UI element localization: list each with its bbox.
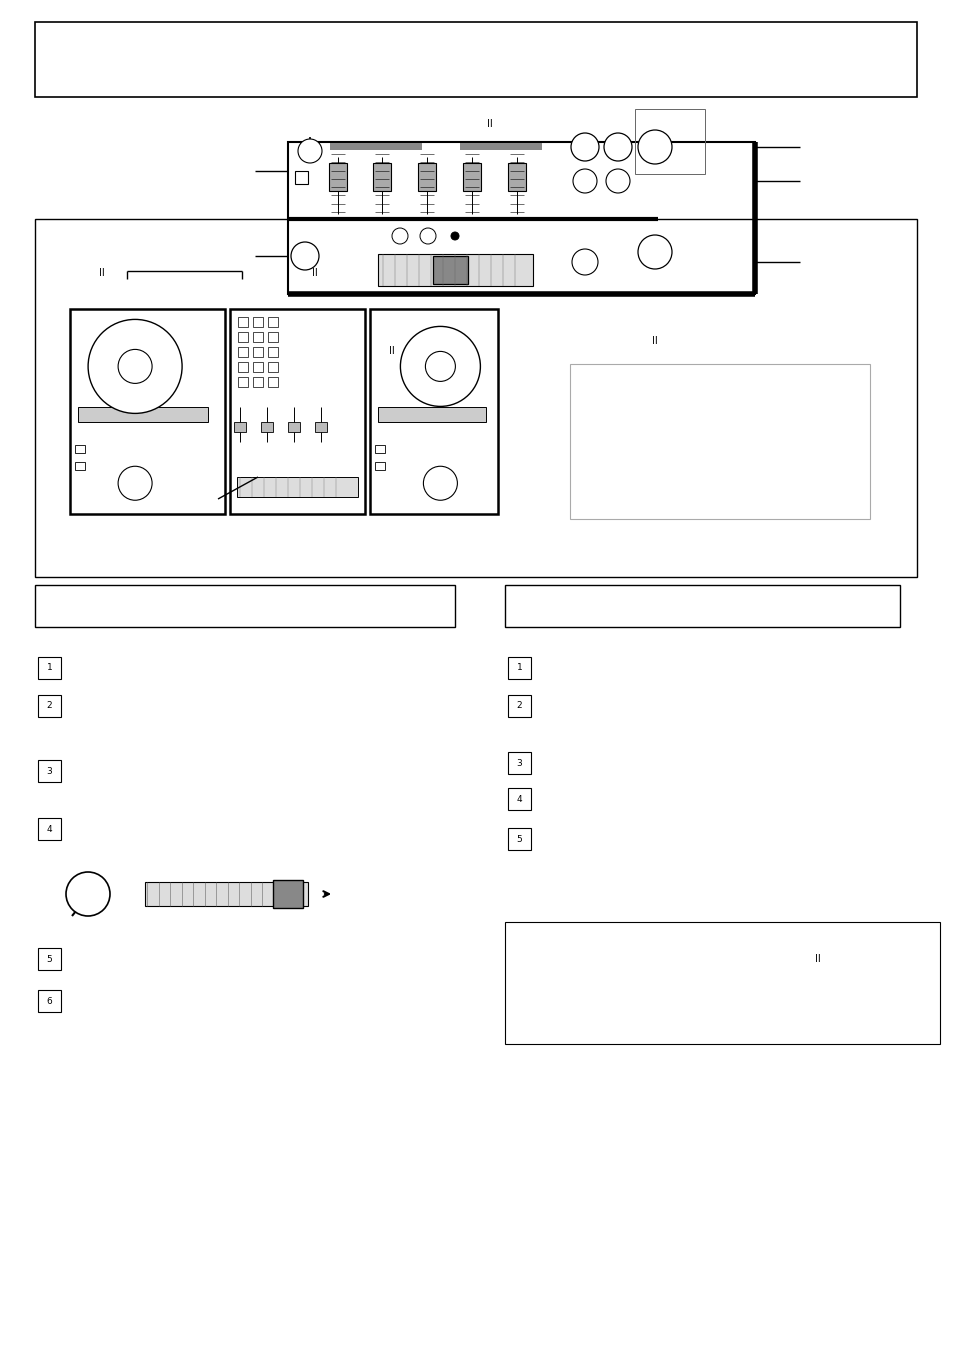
- Circle shape: [571, 134, 598, 161]
- Bar: [370, 309, 497, 514]
- Bar: [459, 143, 541, 150]
- Text: 5: 5: [517, 835, 522, 843]
- Bar: [507, 695, 531, 718]
- Bar: [233, 422, 246, 432]
- Text: 1: 1: [47, 664, 52, 673]
- Circle shape: [451, 232, 458, 240]
- Bar: [38, 817, 61, 840]
- Bar: [329, 163, 347, 192]
- Bar: [38, 657, 61, 679]
- Bar: [288, 422, 299, 432]
- Text: 4: 4: [517, 795, 521, 804]
- Bar: [253, 332, 263, 343]
- Bar: [236, 478, 357, 496]
- Circle shape: [638, 130, 671, 165]
- Text: II: II: [487, 119, 493, 130]
- Bar: [462, 163, 480, 192]
- Circle shape: [291, 241, 318, 270]
- Circle shape: [572, 250, 598, 275]
- Bar: [253, 376, 263, 387]
- Text: II: II: [389, 345, 395, 356]
- Bar: [294, 171, 308, 183]
- Text: 3: 3: [517, 758, 522, 768]
- Bar: [35, 585, 455, 627]
- Bar: [433, 256, 468, 285]
- Bar: [377, 254, 533, 286]
- Circle shape: [419, 228, 436, 244]
- Bar: [507, 657, 531, 679]
- Text: 6: 6: [47, 997, 52, 1005]
- Text: II: II: [312, 268, 317, 278]
- Text: 2: 2: [47, 701, 52, 711]
- Bar: [507, 163, 525, 192]
- Text: II: II: [652, 336, 658, 345]
- Bar: [253, 317, 263, 326]
- Bar: [417, 163, 436, 192]
- Text: 2: 2: [517, 701, 521, 711]
- Bar: [504, 585, 899, 627]
- Bar: [38, 695, 61, 718]
- Bar: [75, 445, 85, 452]
- Text: 5: 5: [47, 955, 52, 963]
- Bar: [70, 309, 225, 514]
- Bar: [268, 317, 277, 326]
- Bar: [288, 142, 754, 294]
- Bar: [504, 921, 939, 1044]
- Circle shape: [118, 467, 152, 500]
- Text: 1: 1: [517, 664, 522, 673]
- Bar: [237, 347, 248, 357]
- Bar: [373, 163, 391, 192]
- Bar: [38, 990, 61, 1012]
- Circle shape: [400, 326, 480, 406]
- Bar: [38, 948, 61, 970]
- Bar: [375, 445, 385, 452]
- Bar: [237, 362, 248, 372]
- Text: II: II: [99, 268, 105, 278]
- Circle shape: [605, 169, 629, 193]
- Bar: [253, 347, 263, 357]
- Circle shape: [118, 349, 152, 383]
- Bar: [273, 880, 303, 908]
- Bar: [78, 407, 208, 422]
- Bar: [268, 376, 277, 387]
- Bar: [35, 22, 916, 97]
- Circle shape: [88, 320, 182, 413]
- Circle shape: [66, 871, 110, 916]
- Bar: [268, 332, 277, 343]
- Bar: [237, 332, 248, 343]
- Bar: [268, 362, 277, 372]
- Circle shape: [423, 467, 456, 500]
- Text: 3: 3: [47, 766, 52, 776]
- Bar: [507, 788, 531, 809]
- Text: 4: 4: [47, 824, 52, 834]
- Circle shape: [573, 169, 597, 193]
- Bar: [268, 347, 277, 357]
- Bar: [375, 461, 385, 469]
- Bar: [253, 362, 263, 372]
- Bar: [237, 317, 248, 326]
- Circle shape: [638, 235, 671, 268]
- Bar: [38, 759, 61, 782]
- Bar: [507, 751, 531, 774]
- Text: II: II: [815, 954, 821, 963]
- Bar: [569, 364, 869, 519]
- Bar: [35, 219, 916, 577]
- Bar: [75, 461, 85, 469]
- Circle shape: [297, 139, 322, 163]
- Bar: [635, 109, 704, 174]
- Bar: [145, 882, 308, 907]
- Bar: [330, 143, 421, 150]
- Bar: [237, 376, 248, 387]
- Bar: [314, 422, 327, 432]
- Bar: [261, 422, 273, 432]
- Bar: [230, 309, 365, 514]
- Bar: [272, 478, 294, 496]
- Circle shape: [603, 134, 631, 161]
- Bar: [507, 828, 531, 850]
- Circle shape: [425, 351, 455, 382]
- Circle shape: [392, 228, 408, 244]
- Bar: [377, 407, 485, 422]
